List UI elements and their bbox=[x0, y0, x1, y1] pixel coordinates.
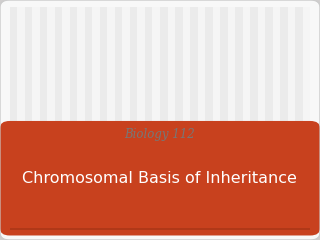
Bar bbox=[108, 7, 115, 233]
Bar bbox=[100, 7, 108, 233]
Bar bbox=[235, 7, 243, 233]
Bar bbox=[47, 7, 55, 233]
Bar bbox=[303, 7, 310, 233]
Text: Biology 112: Biology 112 bbox=[124, 128, 196, 141]
Bar bbox=[25, 7, 32, 233]
Bar bbox=[175, 7, 182, 233]
Bar bbox=[92, 7, 100, 233]
Bar bbox=[288, 7, 295, 233]
FancyBboxPatch shape bbox=[0, 121, 320, 235]
Bar bbox=[280, 7, 288, 233]
Bar bbox=[153, 7, 160, 233]
Bar bbox=[10, 7, 17, 233]
Bar bbox=[243, 7, 250, 233]
Bar bbox=[228, 7, 235, 233]
Bar bbox=[220, 7, 228, 233]
Bar bbox=[258, 7, 265, 233]
Bar bbox=[168, 7, 175, 233]
Bar bbox=[62, 7, 70, 233]
Bar bbox=[250, 7, 258, 233]
Bar bbox=[17, 7, 25, 233]
Bar bbox=[212, 7, 220, 233]
Text: Chromosomal Basis of Inheritance: Chromosomal Basis of Inheritance bbox=[22, 171, 297, 186]
Bar bbox=[115, 7, 123, 233]
Bar bbox=[55, 7, 62, 233]
Bar bbox=[205, 7, 212, 233]
Bar bbox=[122, 7, 130, 233]
Bar bbox=[32, 7, 40, 233]
Bar bbox=[130, 7, 138, 233]
Bar bbox=[10, 228, 310, 230]
Bar bbox=[77, 7, 85, 233]
Bar bbox=[273, 7, 280, 233]
Bar bbox=[70, 7, 77, 233]
Bar bbox=[160, 7, 168, 233]
Bar bbox=[138, 7, 145, 233]
Bar bbox=[295, 7, 303, 233]
Bar bbox=[85, 7, 92, 233]
Bar bbox=[190, 7, 198, 233]
Bar bbox=[40, 7, 47, 233]
Bar bbox=[198, 7, 205, 233]
Bar bbox=[265, 7, 273, 233]
Bar bbox=[10, 214, 310, 228]
Bar bbox=[145, 7, 152, 233]
Bar bbox=[182, 7, 190, 233]
